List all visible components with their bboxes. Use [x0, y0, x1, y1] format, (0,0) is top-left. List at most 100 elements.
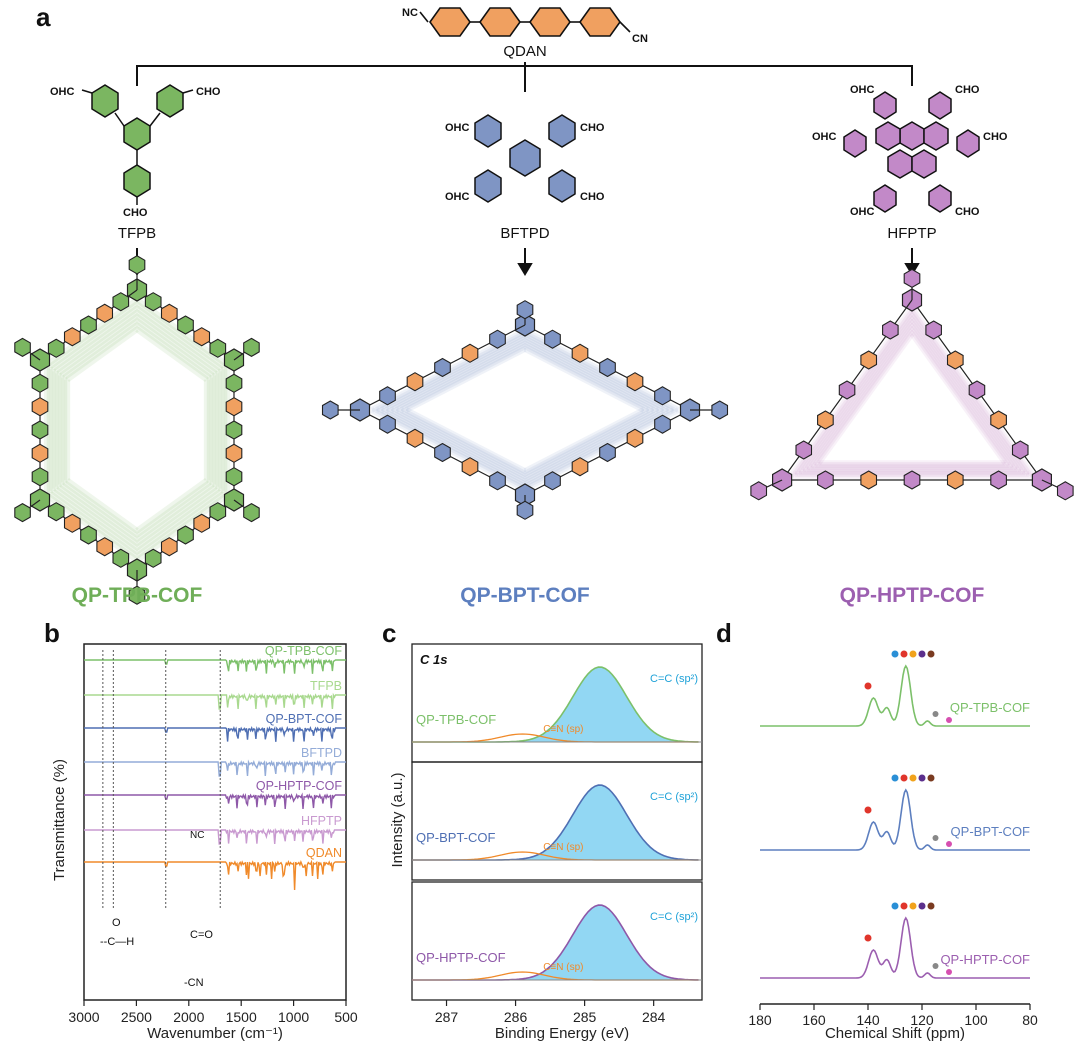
nmr-spectrum-label: QP-HPTP-COF [940, 952, 1030, 967]
framework-ring [516, 500, 534, 520]
nmr-assignment-dot [900, 650, 908, 658]
framework-ring [882, 320, 899, 340]
ftir-annotation-nitrile: -CN [184, 977, 204, 989]
framework-ring [489, 471, 506, 491]
xps-peak-label: C≡N (sp) [543, 842, 583, 853]
xps-x-tick-label: 286 [504, 1009, 528, 1025]
framework-ring [193, 327, 211, 347]
framework-ring [654, 386, 671, 406]
framework-ring [225, 443, 243, 463]
framework-ring [96, 537, 114, 557]
framework-ring [31, 397, 49, 417]
framework-ring [654, 414, 671, 434]
hfptp-cho-label-1: CHO [955, 84, 980, 96]
framework-ring [96, 303, 114, 323]
nmr-spectrum-label: QP-BPT-COF [951, 824, 1031, 839]
nmr-x-tick-label: 120 [910, 1012, 934, 1028]
nmr-assignment-dot [932, 711, 939, 717]
ftir-y-label: Transmittance (%) [51, 759, 68, 881]
nmr-spectrum-label: QP-TPB-COF [950, 700, 1030, 715]
nmr-spectrum [760, 664, 1030, 727]
ftir-x-tick-label: 500 [334, 1009, 358, 1025]
hfptp-label: HFPTP [887, 225, 936, 242]
nmr-assignment-dot [864, 934, 872, 942]
qdan-cn-label: CN [632, 33, 648, 45]
nmr-x-tick-label: 180 [748, 1012, 772, 1028]
framework-ring [990, 410, 1007, 430]
bftpd-arrow [517, 248, 533, 276]
nmr-assignment-dot [932, 963, 939, 969]
framework-ring [571, 457, 589, 477]
nmr-assignment-dot [864, 806, 872, 814]
nmr-assignment-dot [918, 902, 926, 910]
nmr-assignment-dot [909, 774, 917, 782]
ftir-trace-label: QP-TPB-COF [265, 644, 342, 658]
nmr-assignment-dot [927, 650, 935, 658]
hfptp-ohc-label-2: OHC [812, 131, 837, 143]
xps-x-label: Binding Energy (eV) [495, 1025, 629, 1042]
ftir-x-tick-label: 2500 [121, 1009, 152, 1025]
panel-c-label: c [382, 618, 397, 648]
framework-ring [379, 386, 396, 406]
nmr-assignment-dot [891, 774, 899, 782]
nmr-chart: QP-TPB-COF QP-BPT-COF QP-HPTP-COF 180 160 14… [748, 650, 1038, 1042]
xps-peak-label: C=C (sp²) [650, 673, 698, 685]
framework-ring [817, 410, 834, 430]
qp-tpb-cof-framework [14, 255, 260, 605]
ftir-traces: QP-TPB-COF TFPB QP-BPT-COF BFTPD QP-HPTP-COF… [84, 644, 346, 891]
ftir-annotation-o: O [112, 917, 121, 929]
framework-ring [160, 537, 178, 557]
xps-subplot-frame [411, 881, 703, 1001]
framework-ring [626, 372, 644, 392]
xps-x-tick-label: 287 [435, 1009, 459, 1025]
xps-subplots: QP-TPB-COF C=C (sp²) C≡N (sp) QP-BPT-COF C=C… [411, 643, 703, 1025]
framework-node [771, 468, 793, 492]
panel-a-label: a [36, 2, 51, 32]
xps-x-tick-label: 284 [642, 1009, 666, 1025]
ftir-x-label: Wavenumber (cm⁻¹) [147, 1025, 283, 1042]
hfptp-ohc-label-3: OHC [850, 206, 875, 218]
xps-sample-label: QP-TPB-COF [416, 712, 496, 727]
bftpd-cho-label-1: CHO [580, 122, 605, 134]
framework-ring [225, 373, 243, 393]
framework-ring [599, 357, 616, 378]
ftir-x-tick-label: 1000 [278, 1009, 309, 1025]
framework-ring [516, 300, 534, 320]
framework-ring [31, 467, 49, 487]
nmr-x-ticks: 180 160 140 120 100 80 [748, 1004, 1038, 1028]
framework-ring [903, 268, 921, 289]
framework-ring [571, 343, 589, 363]
ftir-plot-frame [83, 643, 347, 1001]
framework-ring [209, 338, 227, 358]
bftpd-label: BFTPD [500, 225, 549, 242]
framework-ring [31, 420, 49, 440]
framework-ring [946, 470, 964, 490]
framework-ring [406, 428, 424, 448]
framework-ring [209, 502, 227, 522]
hfptp-cho-label-2: CHO [983, 131, 1008, 143]
framework-ring [47, 338, 65, 358]
nmr-assignment-dot [900, 902, 908, 910]
framework-ring [193, 513, 211, 533]
nmr-assignment-dot [891, 650, 899, 658]
framework-ring [128, 255, 146, 275]
ftir-guide-lines [102, 650, 221, 910]
bftpd-ohc-label-1: OHC [445, 122, 470, 134]
nmr-assignment-dot [918, 650, 926, 658]
bftpd-ohc-label-2: OHC [445, 191, 470, 203]
framework-node [1031, 468, 1053, 492]
framework-ring [461, 457, 479, 477]
qdan-ring-3 [529, 7, 571, 37]
framework-ring [544, 471, 561, 491]
framework-ring [80, 315, 97, 335]
nmr-assignment-dot [932, 835, 939, 841]
nmr-x-tick-label: 100 [964, 1012, 988, 1028]
framework-ring [112, 548, 130, 568]
framework-ring [112, 292, 130, 312]
ftir-trace-label: BFTPD [301, 746, 342, 760]
framework-ring [47, 502, 65, 522]
framework-ring [80, 525, 97, 545]
framework-ring [128, 585, 146, 605]
framework-ring [461, 343, 479, 363]
framework-ring [31, 373, 49, 393]
